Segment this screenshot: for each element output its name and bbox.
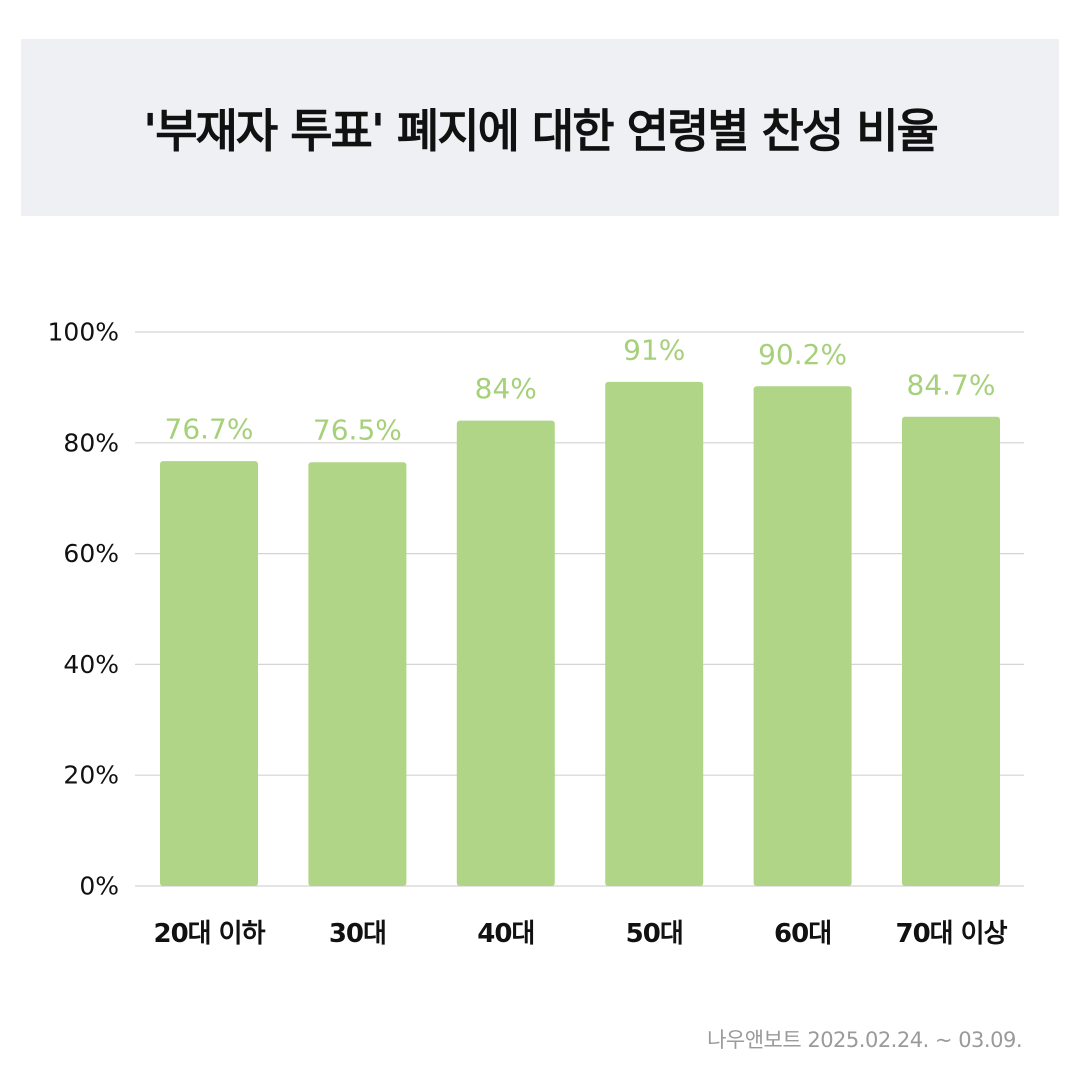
y-tick-label: 60% bbox=[63, 539, 119, 568]
bar bbox=[605, 381, 704, 886]
x-tick-label: 40대 bbox=[477, 919, 534, 949]
x-tick-label: 70대 이상 bbox=[896, 919, 1008, 949]
bar bbox=[456, 420, 555, 886]
bar-value-label: 84.7% bbox=[907, 368, 996, 401]
x-tick-label: 50대 bbox=[626, 919, 683, 949]
bar-value-label: 91% bbox=[623, 333, 685, 366]
bar-value-label: 84% bbox=[475, 372, 537, 405]
x-tick-label: 20대 이하 bbox=[154, 919, 266, 949]
bar-value-label: 90.2% bbox=[758, 338, 847, 371]
x-axis-ticks: 20대 이하 30대 40대 50대 60대 70대 이상 bbox=[154, 919, 1009, 949]
bar bbox=[308, 462, 407, 886]
x-tick-label: 60대 bbox=[774, 919, 831, 949]
title-banner: '부재자 투표' 폐지에 대한 연령별 찬성 비율 bbox=[21, 39, 1059, 216]
bars bbox=[160, 381, 1000, 886]
bar bbox=[902, 416, 1000, 886]
grid-lines bbox=[135, 331, 1024, 887]
source-note: 나우앤보트 2025.02.24. ~ 03.09. bbox=[707, 1028, 1022, 1052]
bar-value-label: 76.7% bbox=[165, 413, 254, 446]
bar-value-label: 76.5% bbox=[313, 414, 402, 447]
chart-title: '부재자 투표' 폐지에 대한 연령별 찬성 비율 bbox=[143, 103, 939, 158]
y-axis-ticks: 0% 20% 40% 60% 80% 100% bbox=[48, 318, 119, 901]
y-tick-label: 20% bbox=[63, 761, 119, 790]
y-tick-label: 80% bbox=[63, 428, 119, 457]
bar bbox=[753, 386, 852, 886]
y-tick-label: 100% bbox=[48, 318, 119, 347]
x-tick-label: 30대 bbox=[329, 919, 386, 949]
bar bbox=[160, 461, 258, 886]
value-labels: 76.7% 76.5% 84% 91% 90.2% 84.7% bbox=[165, 333, 996, 446]
y-tick-label: 40% bbox=[63, 650, 119, 679]
y-tick-label: 0% bbox=[79, 872, 119, 901]
